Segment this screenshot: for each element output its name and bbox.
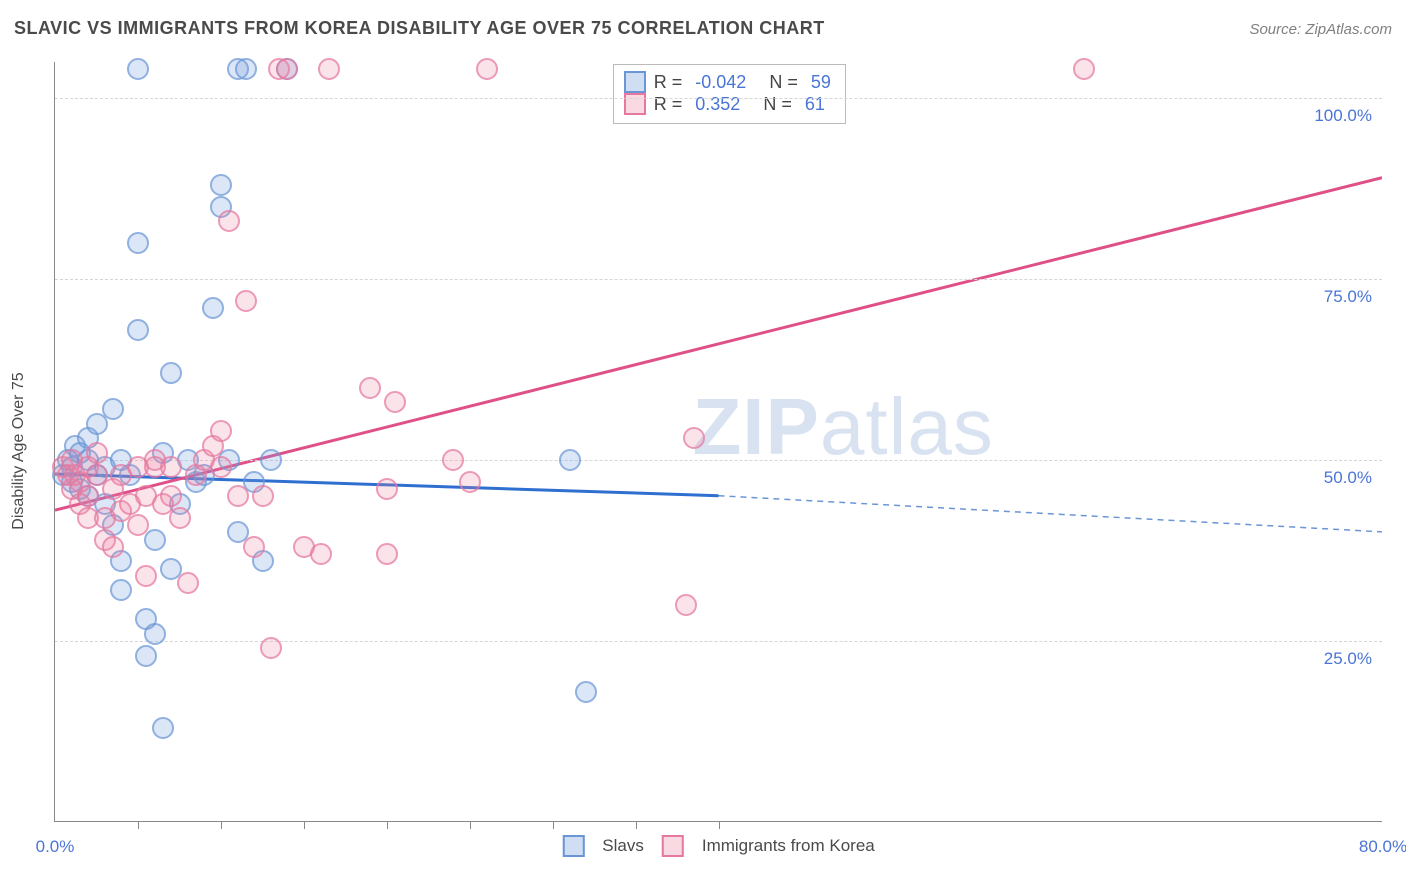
gridline [55,641,1382,642]
x-tick [553,821,554,829]
data-point [310,543,332,565]
legend-label: Slavs [602,836,644,856]
data-point [675,594,697,616]
x-tick-label: 0.0% [36,837,75,857]
data-point [384,391,406,413]
x-tick [636,821,637,829]
data-point [1073,58,1095,80]
data-point [376,478,398,500]
legend-swatch [624,71,646,93]
chart-title: SLAVIC VS IMMIGRANTS FROM KOREA DISABILI… [14,18,825,39]
data-point [144,623,166,645]
data-point [683,427,705,449]
data-point [210,174,232,196]
data-point [442,449,464,471]
stats-legend-row: R = -0.042 N = 59 [624,71,831,93]
scatter-plot: Disability Age Over 75 ZIPatlas R = -0.0… [54,62,1382,822]
legend-swatch [662,835,684,857]
data-point [127,514,149,536]
data-point [127,319,149,341]
data-point [243,536,265,558]
gridline [55,460,1382,461]
data-point [210,420,232,442]
x-tick [221,821,222,829]
y-tick-label: 25.0% [1324,649,1372,669]
x-tick-label: 80.0% [1359,837,1406,857]
data-point [218,210,240,232]
data-point [77,485,99,507]
data-point [177,572,199,594]
data-point [135,565,157,587]
data-point [144,529,166,551]
trend-lines [55,62,1382,821]
x-tick [470,821,471,829]
data-point [135,645,157,667]
legend-label: Immigrants from Korea [702,836,875,856]
legend-swatch [624,93,646,115]
data-point [575,681,597,703]
y-tick-label: 100.0% [1314,106,1372,126]
data-point [202,297,224,319]
data-point [376,543,398,565]
stats-legend: R = -0.042 N = 59R = 0.352 N = 61 [613,64,846,124]
x-tick [719,821,720,829]
data-point [260,637,282,659]
data-point [476,58,498,80]
data-point [127,58,149,80]
stats-legend-row: R = 0.352 N = 61 [624,93,831,115]
x-tick [138,821,139,829]
data-point [235,290,257,312]
y-tick-label: 50.0% [1324,468,1372,488]
data-point [252,485,274,507]
y-axis-title: Disability Age Over 75 [10,372,28,529]
data-point [160,485,182,507]
data-point [210,456,232,478]
data-point [559,449,581,471]
data-point [227,485,249,507]
data-point [235,58,257,80]
data-point [102,536,124,558]
data-point [359,377,381,399]
legend-swatch [562,835,584,857]
x-tick [304,821,305,829]
data-point [160,362,182,384]
data-point [318,58,340,80]
data-point [110,579,132,601]
data-point [152,717,174,739]
y-tick-label: 75.0% [1324,287,1372,307]
data-point [169,507,191,529]
x-tick [387,821,388,829]
source-attribution: Source: ZipAtlas.com [1249,21,1392,38]
data-point [127,232,149,254]
series-legend: Slavs Immigrants from Korea [562,835,874,857]
data-point [276,58,298,80]
data-point [459,471,481,493]
data-point [86,442,108,464]
gridline [55,98,1382,99]
data-point [160,456,182,478]
data-point [260,449,282,471]
data-point [102,398,124,420]
gridline [55,279,1382,280]
